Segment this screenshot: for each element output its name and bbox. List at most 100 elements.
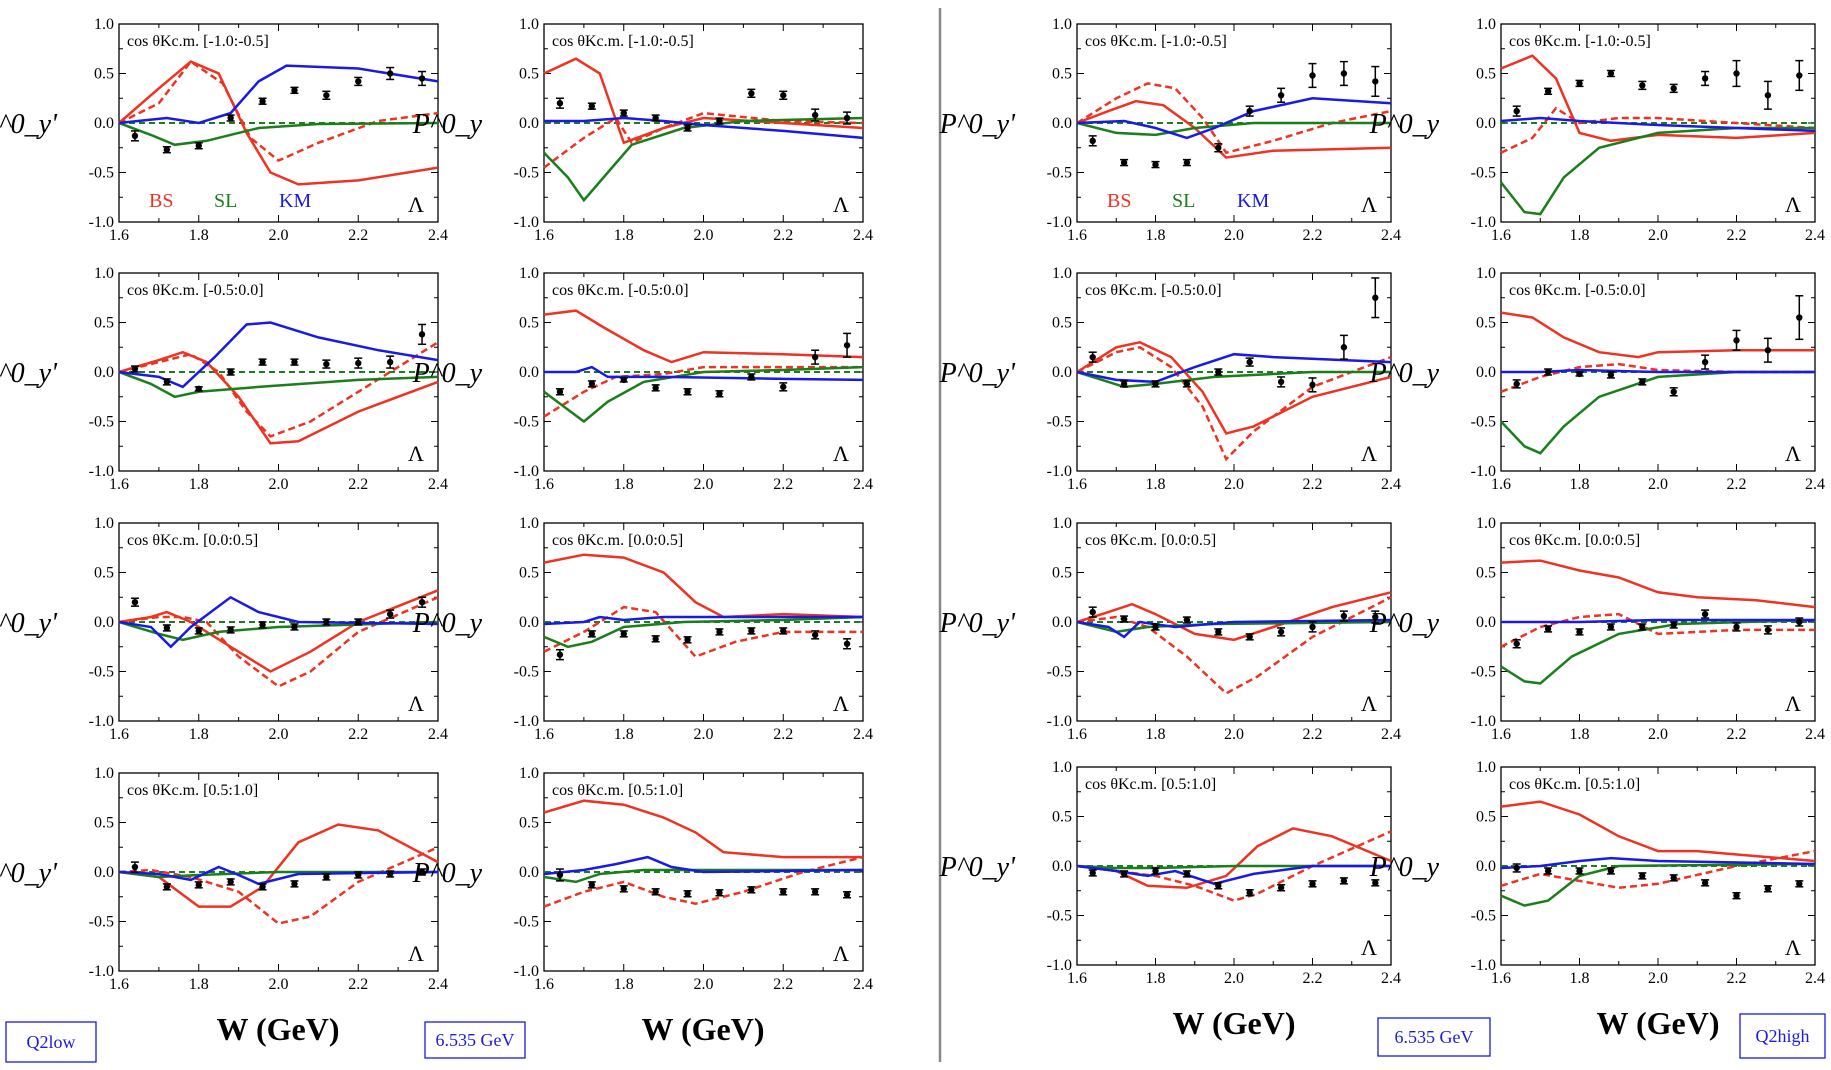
data-point [1340, 612, 1348, 620]
curve-km [543, 615, 863, 626]
y-tick-label: -0.5 [1471, 664, 1496, 681]
bin-label: cos θKc.m. [0.0:0.5] [1085, 532, 1216, 549]
data-point [1576, 370, 1583, 378]
data-point [1796, 72, 1803, 79]
bin-label: cos θKc.m. [-0.5:0.0] [127, 282, 264, 299]
data-point [1576, 80, 1583, 87]
data-point [588, 102, 596, 110]
y-tick-label: -0.5 [1047, 414, 1072, 431]
x-tick-label: 2.4 [428, 726, 448, 743]
panel-q2low-r0-c0: 1.6 1.8 2.0 2.2 2.4 -1.0 -0.5 0.0 0.5 1.0 cos θKc.… [0, 16, 448, 244]
data-point [1372, 613, 1379, 621]
data-point [259, 883, 266, 891]
x-tick-label: 2.2 [773, 726, 793, 743]
x-tick-label: 2.0 [694, 976, 714, 993]
y-axis-label: P^0_y' [0, 358, 58, 389]
y-tick-label: -0.5 [89, 165, 114, 182]
data-point [1544, 867, 1552, 875]
curve-km [544, 365, 864, 382]
data-point [227, 114, 234, 122]
data-point [843, 891, 851, 898]
x-tick-label: 2.0 [1648, 726, 1668, 743]
panel-q2low-r2-c0: 1.6 1.8 2.0 2.2 2.4 -1.0 -0.5 0.0 0.5 1.0 cos θKc.… [0, 515, 448, 743]
data-point [843, 342, 851, 349]
y-tick-label: 0.5 [1052, 565, 1072, 582]
y-axis-label: P^0_y' [939, 852, 1016, 883]
x-tick-label: 1.8 [1570, 726, 1590, 743]
data-point [195, 385, 202, 393]
curve-bs-dashed [543, 855, 864, 908]
y-tick-label: 1.0 [1052, 265, 1072, 282]
y-tick-label: 1.0 [519, 515, 539, 532]
data-point [1733, 70, 1740, 77]
x-tick-label: 2.4 [1381, 227, 1401, 244]
x-tick-label: 2.2 [773, 976, 793, 993]
panel-q2low-r1-c0: 1.6 1.8 2.0 2.2 2.4 -1.0 -0.5 0.0 0.5 1.0 cos θKc.… [0, 265, 448, 493]
data-point [1183, 870, 1191, 878]
x-tick-label: 2.2 [1727, 970, 1747, 987]
data-point [1183, 616, 1191, 624]
y-tick-label: -0.5 [1471, 165, 1496, 182]
x-tick-label: 1.6 [1067, 726, 1087, 743]
x-tick-label: 1.8 [189, 726, 209, 743]
x-tick-label: 2.0 [1224, 726, 1244, 743]
y-tick-label: 0.0 [94, 364, 114, 381]
panel-q2low-r2-c1: 1.6 1.8 2.0 2.2 2.4 -1.0 -0.5 0.0 0.5 1.0 cos θKc.… [412, 515, 873, 743]
y-tick-label: -1.0 [514, 963, 539, 980]
data-point [1513, 107, 1520, 115]
data-point [1215, 368, 1222, 376]
x-tick-label: 1.6 [1067, 970, 1087, 987]
data-point [1309, 72, 1316, 79]
x-tick-label: 2.2 [773, 476, 793, 493]
curve-bs-dashed [543, 111, 864, 169]
hyperon-label: Λ [1785, 441, 1801, 466]
data-point [1152, 623, 1159, 631]
x-tick-label: 1.8 [1570, 970, 1590, 987]
hyperon-label: Λ [408, 941, 424, 966]
y-tick-label: 1.0 [519, 16, 539, 33]
bin-label: cos θKc.m. [-0.5:0.0] [1085, 282, 1222, 299]
y-tick-label: 1.0 [519, 765, 539, 782]
data-point [780, 888, 787, 895]
y-axis-label: P^0_y [412, 109, 483, 140]
curve-bs-dashed [1500, 362, 1815, 393]
x-tick-label: 1.6 [1491, 227, 1511, 244]
bin-label: cos θKc.m. [-1.0:-0.5] [552, 33, 694, 50]
x-tick-label: 2.4 [1805, 476, 1825, 493]
x-tick-label: 2.4 [1805, 726, 1825, 743]
x-tick-label: 1.8 [189, 976, 209, 993]
x-tick-label: 1.6 [534, 476, 554, 493]
x-tick-label: 1.6 [1491, 970, 1511, 987]
data-point [355, 359, 362, 367]
curve-bs [543, 553, 864, 619]
data-point [1309, 381, 1316, 389]
data-point [811, 353, 819, 361]
curve-bs [118, 589, 439, 673]
data-point [556, 100, 564, 107]
curve-bs [1500, 311, 1815, 359]
bin-label: cos θKc.m. [0.0:0.5] [1509, 532, 1640, 549]
data-point [323, 92, 330, 99]
y-tick-label: -1.0 [514, 463, 539, 480]
curve-km [1076, 352, 1392, 384]
y-tick-label: 0.0 [1476, 858, 1496, 875]
data-point [163, 378, 171, 386]
data-point [1372, 879, 1379, 887]
data-point [716, 628, 723, 636]
data-point [163, 624, 171, 632]
x-axis-label: W (GeV) [217, 1011, 340, 1047]
data-point [811, 888, 819, 895]
curve-sl [1500, 370, 1815, 455]
curve-sl [1500, 126, 1815, 216]
data-point [652, 635, 659, 643]
data-point [1246, 358, 1253, 366]
data-point [131, 132, 139, 140]
data-point [323, 873, 330, 881]
x-tick-label: 2.0 [1648, 970, 1668, 987]
y-tick-label: -0.5 [514, 914, 539, 931]
data-point [259, 98, 266, 105]
y-tick-label: -0.5 [514, 165, 539, 182]
panel-q2low-r0-c1: 1.6 1.8 2.0 2.2 2.4 -1.0 -0.5 0.0 0.5 1.0 cos θKc.… [412, 16, 873, 244]
data-point [1670, 621, 1677, 629]
data-point [323, 618, 330, 626]
